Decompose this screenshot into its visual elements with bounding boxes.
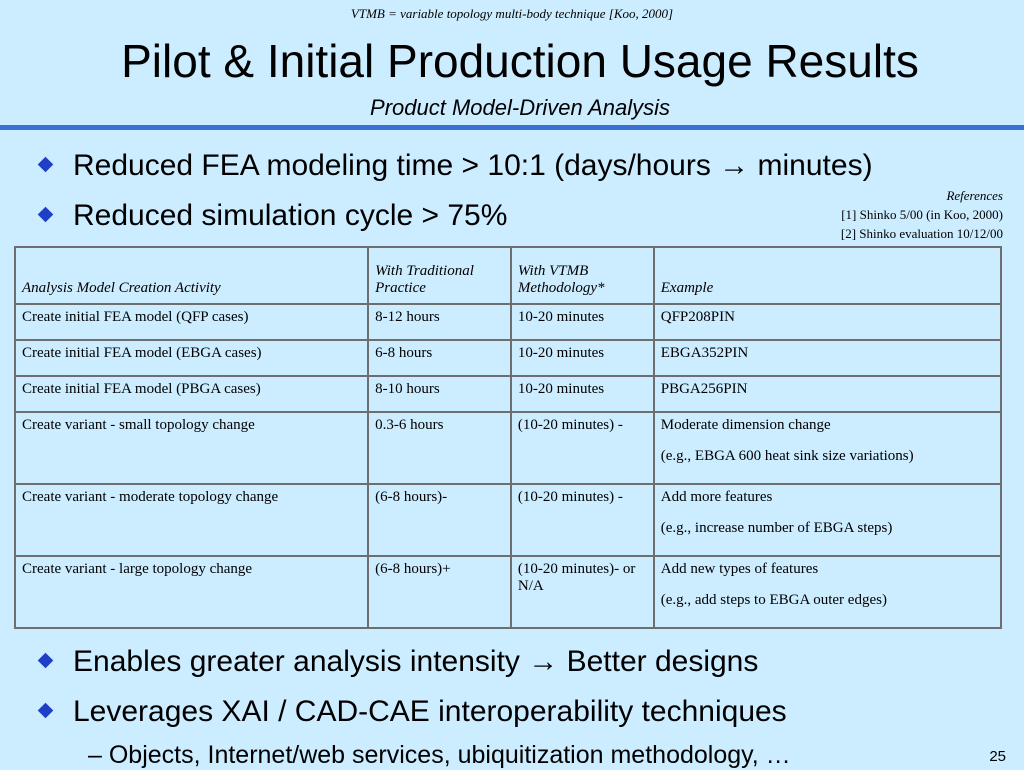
cell-activity: Create initial FEA model (QFP cases) [13, 303, 370, 341]
slide-title: Pilot & Initial Production Usage Results [121, 35, 919, 87]
table-row: Create variant - small topology change 0… [13, 411, 1003, 485]
references-heading: References [946, 188, 1003, 203]
diamond-bullet-icon [37, 702, 54, 718]
cell-traditional: (6-8 hours)+ [367, 555, 512, 629]
cell-vtmb: (10-20 minutes) - [509, 411, 655, 485]
example-line: Add new types of features [660, 561, 819, 577]
table-header-row: Analysis Model Creation Activity With Tr… [13, 246, 1003, 305]
bullet-text: Leverages XAI / CAD-CAE interoperability… [73, 695, 787, 728]
cell-example: Add new types of features (e.g., add ste… [652, 555, 1003, 629]
cell-traditional: 0.3-6 hours [367, 411, 512, 485]
example-line: Add more features [660, 489, 773, 505]
cell-vtmb: 10-20 minutes [509, 303, 655, 341]
header-traditional: With Traditional Practice [367, 246, 512, 305]
table-row: Create initial FEA model (PBGA cases) 8-… [13, 375, 1003, 413]
bullet-xai-interop: Leverages XAI / CAD-CAE interoperability… [37, 694, 787, 730]
cell-example: PBGA256PIN [652, 375, 1003, 413]
bullet-analysis-intensity: Enables greater analysis intensity → Bet… [37, 644, 759, 680]
header-example: Example [652, 246, 1003, 305]
diamond-bullet-icon [37, 156, 54, 172]
table-row: Create initial FEA model (EBGA cases) 6-… [13, 339, 1003, 377]
bullet-text: Reduced FEA modeling time > 10:1 (days/h… [73, 149, 873, 182]
cell-traditional: 8-10 hours [367, 375, 512, 413]
diamond-bullet-icon [37, 652, 54, 668]
table-row: Create initial FEA model (QFP cases) 8-1… [13, 303, 1003, 341]
table-row: Create variant - large topology change (… [13, 555, 1003, 629]
cell-activity: Create variant - small topology change [13, 411, 370, 485]
cell-activity: Create initial FEA model (EBGA cases) [13, 339, 370, 377]
cell-traditional: 8-12 hours [367, 303, 512, 341]
cell-example: Add more features (e.g., increase number… [652, 483, 1003, 557]
cell-example: Moderate dimension change (e.g., EBGA 60… [652, 411, 1003, 485]
cell-example: EBGA352PIN [652, 339, 1003, 377]
reference-item: [1] Shinko 5/00 (in Koo, 2000) [841, 207, 1003, 222]
slide-subtitle: Product Model-Driven Analysis [370, 95, 670, 120]
page-number: 25 [989, 748, 1006, 765]
cell-example: QFP208PIN [652, 303, 1003, 341]
header-activity: Analysis Model Creation Activity [13, 246, 370, 305]
title-divider [0, 125, 1024, 130]
cell-activity: Create initial FEA model (PBGA cases) [13, 375, 370, 413]
example-detail: (e.g., EBGA 600 heat sink size variation… [660, 448, 914, 464]
diamond-bullet-icon [37, 206, 54, 222]
cell-vtmb: 10-20 minutes [509, 339, 655, 377]
bullet-text: Enables greater analysis intensity → Bet… [73, 645, 759, 678]
cell-activity: Create variant - large topology change [13, 555, 370, 629]
example-detail: (e.g., add steps to EBGA outer edges) [660, 592, 887, 608]
bullet-fea-time: Reduced FEA modeling time > 10:1 (days/h… [37, 148, 873, 184]
sub-bullet-objects: – Objects, Internet/web services, ubiqui… [88, 741, 791, 769]
example-detail: (e.g., increase number of EBGA steps) [660, 520, 893, 536]
header-vtmb: With VTMB Methodology* [509, 246, 655, 305]
table-row: Create variant - moderate topology chang… [13, 483, 1003, 557]
cell-activity: Create variant - moderate topology chang… [13, 483, 370, 557]
cell-traditional: 6-8 hours [367, 339, 512, 377]
reference-item: [2] Shinko evaluation 10/12/00 [840, 226, 1003, 241]
usage-results-table: Analysis Model Creation Activity With Tr… [13, 246, 1003, 629]
cell-traditional: (6-8 hours)- [367, 483, 512, 557]
example-line: Moderate dimension change [660, 417, 831, 433]
bullet-sim-cycle: Reduced simulation cycle > 75% [37, 198, 508, 234]
cell-vtmb: (10-20 minutes) - [509, 483, 655, 557]
references-block: References [1] Shinko 5/00 (in Koo, 2000… [841, 186, 1003, 243]
cell-vtmb: (10-20 minutes)- or N/A [509, 555, 655, 629]
bullet-text: Reduced simulation cycle > 75% [73, 199, 508, 232]
vtmb-footnote: VTMB = variable topology multi-body tech… [350, 6, 674, 21]
cell-vtmb: 10-20 minutes [509, 375, 655, 413]
